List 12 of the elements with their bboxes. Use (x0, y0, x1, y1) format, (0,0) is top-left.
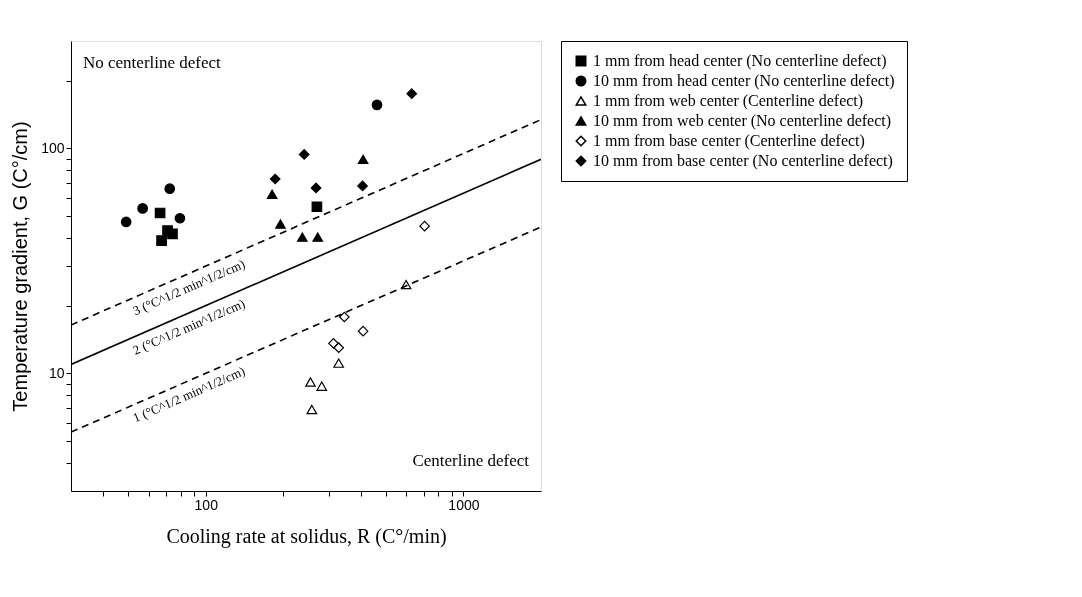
legend-label: 10 mm from base center (No centerline defect) (593, 152, 893, 170)
x-tick-label: 1000 (448, 496, 480, 513)
x-axis-title: Cooling rate at solidus, R (C°/min) (166, 524, 447, 548)
annotation: No centerline defect (83, 53, 222, 72)
legend-label: 1 mm from base center (Centerline defect) (593, 132, 865, 150)
legend-label: 1 mm from head center (No centerline defect) (593, 52, 887, 70)
y-axis-title: Temperature gradient, G (C°/cm) (9, 121, 32, 412)
y-tick-label: 10 (48, 364, 65, 381)
legend-label: 10 mm from web center (No centerline defect) (593, 112, 892, 130)
legend-label: 10 mm from head center (No centerline defect) (593, 72, 895, 90)
annotation: Centerline defect (412, 451, 530, 470)
legend-label: 1 mm from web center (Centerline defect) (593, 92, 864, 110)
